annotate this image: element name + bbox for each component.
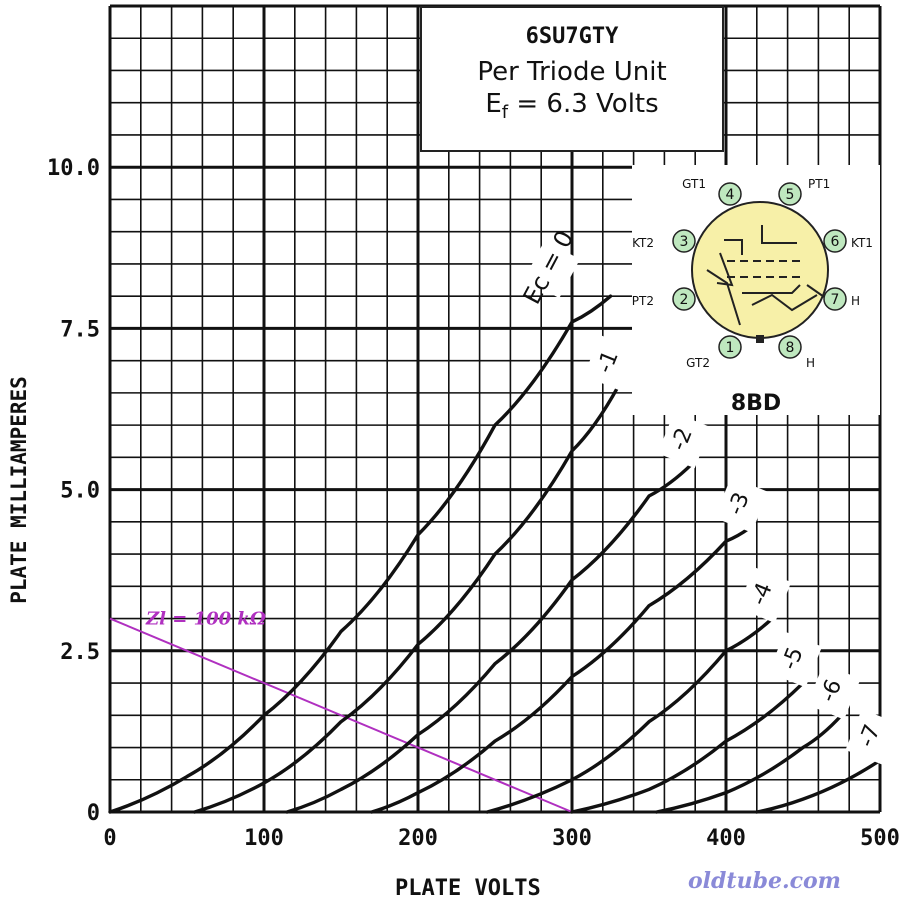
load-line-label: Zl = 100 kΩ [145, 609, 266, 630]
y-axis-label: PLATE MILLIAMPERES [7, 376, 31, 604]
filament-voltage: Ef = 6.3 Volts [422, 89, 722, 123]
cathode2-wire [716, 252, 734, 287]
pin-number: 5 [786, 187, 795, 203]
pin-circle [778, 335, 802, 359]
pin-number: 2 [680, 292, 689, 308]
curve-line [370, 526, 751, 814]
x-tick-label: 300 [552, 826, 592, 851]
tube-title-box: 6SU7GTY Per Triode Unit Ef = 6.3 Volts [420, 6, 724, 152]
curve-line [285, 462, 694, 814]
pin-circle [718, 182, 742, 206]
plate2-wire [742, 284, 801, 294]
x-tick-label: 400 [706, 826, 746, 851]
tube-type: 6SU7GTY [525, 24, 619, 49]
pin-number: 7 [831, 292, 840, 308]
curve-line [193, 384, 620, 814]
curve-line [755, 758, 882, 814]
pin-label: KT1 [851, 236, 873, 250]
pin-number: 1 [726, 340, 735, 356]
curve-label-bg [657, 412, 712, 469]
y-tick-label: 7.5 [60, 317, 100, 342]
pin-label: PT2 [632, 294, 654, 308]
pin-number: 6 [831, 234, 840, 250]
pin-circle [718, 335, 742, 359]
pin-circle [672, 287, 696, 311]
filament-value: = 6.3 Volts [516, 89, 659, 119]
pin-label: H [806, 356, 815, 370]
curve-line [570, 681, 805, 814]
grid1-wire [724, 239, 743, 255]
load-line-group: Zl = 100 kΩ [109, 609, 573, 813]
filament-sub: f [501, 102, 509, 124]
x-tick-label: 100 [244, 826, 284, 851]
pin-label: GT2 [686, 356, 710, 370]
y-tick-label: 10.0 [47, 156, 100, 181]
plate1-wire [761, 225, 797, 244]
tube-envelope [691, 201, 829, 339]
curve-line [485, 616, 774, 814]
x-tick-label: 500 [860, 826, 900, 851]
pin-number: 4 [726, 187, 735, 203]
y-tick-label: 5.0 [60, 479, 100, 504]
curve-label-bg [583, 335, 638, 391]
pin-label: PT1 [808, 177, 830, 191]
tube-subtitle: Per Triode Unit [477, 57, 667, 87]
curve-label-bg [737, 567, 792, 623]
curve-label-bg [807, 663, 861, 720]
pin-number: 8 [786, 340, 795, 356]
curve-line [108, 294, 613, 814]
pin-label: H [851, 294, 860, 308]
tube-base-diagram: 1 GT2 2 PT2 3 KT2 4 GT1 5 PT1 6 KT1 7 H 8 H 8BD [632, 165, 880, 416]
load-line [109, 617, 573, 813]
pin-number: 3 [680, 234, 689, 250]
heater-wire [751, 293, 818, 312]
pin-label: KT2 [632, 236, 654, 250]
x-axis-label: PLATE VOLTS [395, 876, 541, 900]
watermark: oldtube.com [688, 868, 841, 894]
tick-labels: 0 100 200 300 400 500 0 2.5 5.0 7.5 10.0 [47, 156, 900, 851]
curve-label-bg [714, 476, 769, 533]
x-tick-label: 200 [398, 826, 438, 851]
base-code: 8BD [731, 391, 781, 415]
pin-circle [778, 182, 802, 206]
y-tick-label: 0 [87, 801, 100, 826]
y-tick-label: 2.5 [60, 640, 100, 665]
pin-label: GT1 [682, 177, 706, 191]
filament-symbol: E [485, 89, 502, 119]
curve-line [655, 713, 844, 814]
grid2-wire [706, 269, 741, 326]
pin-circle [823, 229, 847, 253]
base-key [756, 335, 764, 343]
pin-circle [672, 229, 696, 253]
curve-label-bg [845, 709, 900, 765]
pin-circle [823, 287, 847, 311]
curve-label-bg [523, 240, 580, 299]
x-tick-label: 0 [103, 826, 116, 851]
curve-label-bg [768, 631, 823, 688]
